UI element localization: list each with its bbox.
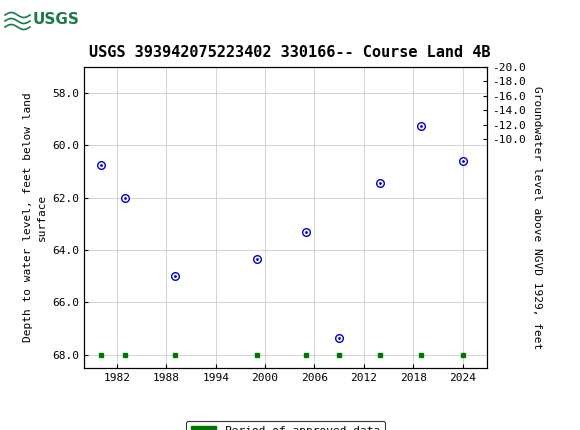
Y-axis label: Depth to water level, feet below land
surface: Depth to water level, feet below land su… <box>23 92 46 342</box>
Text: USGS 393942075223402 330166-- Course Land 4B: USGS 393942075223402 330166-- Course Lan… <box>89 45 491 60</box>
Text: USGS: USGS <box>33 12 80 28</box>
Legend: Period of approved data: Period of approved data <box>186 421 386 430</box>
Y-axis label: Groundwater level above NGVD 1929, feet: Groundwater level above NGVD 1929, feet <box>532 86 542 349</box>
FancyBboxPatch shape <box>3 3 63 37</box>
